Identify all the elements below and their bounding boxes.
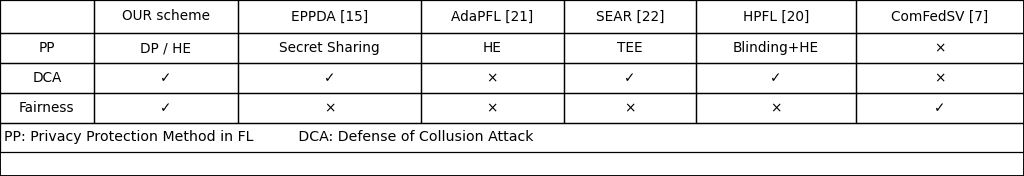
Text: HE: HE bbox=[483, 41, 502, 55]
Bar bbox=[696, 33, 856, 63]
Bar bbox=[94, 63, 239, 93]
Text: ✓: ✓ bbox=[324, 71, 335, 85]
Bar bbox=[564, 93, 696, 123]
Bar bbox=[696, 0, 856, 33]
Text: Fairness: Fairness bbox=[19, 101, 75, 115]
Bar bbox=[239, 33, 421, 63]
Text: EPPDA [15]: EPPDA [15] bbox=[291, 10, 368, 24]
Text: Secret Sharing: Secret Sharing bbox=[280, 41, 380, 55]
Text: ✓: ✓ bbox=[935, 101, 946, 115]
Text: Blinding+HE: Blinding+HE bbox=[733, 41, 819, 55]
Bar bbox=[856, 93, 1024, 123]
Bar bbox=[421, 33, 564, 63]
Bar bbox=[696, 63, 856, 93]
Bar bbox=[856, 0, 1024, 33]
Bar bbox=[0, 123, 1024, 152]
Bar bbox=[239, 93, 421, 123]
Bar bbox=[0, 93, 94, 123]
Text: ✓: ✓ bbox=[770, 71, 781, 85]
Bar bbox=[421, 63, 564, 93]
Text: PP: Privacy Protection Method in FL          DCA: Defense of Collusion Attack: PP: Privacy Protection Method in FL DCA:… bbox=[4, 130, 534, 144]
Text: ×: × bbox=[486, 101, 498, 115]
Bar bbox=[856, 63, 1024, 93]
Text: ×: × bbox=[935, 71, 946, 85]
Text: ✓: ✓ bbox=[160, 71, 172, 85]
Bar bbox=[421, 93, 564, 123]
Text: ComFedSV [7]: ComFedSV [7] bbox=[892, 10, 989, 24]
Bar bbox=[421, 0, 564, 33]
Bar bbox=[94, 33, 239, 63]
Bar bbox=[239, 0, 421, 33]
Text: TEE: TEE bbox=[617, 41, 643, 55]
Bar bbox=[856, 33, 1024, 63]
Text: ×: × bbox=[625, 101, 636, 115]
Bar bbox=[239, 63, 421, 93]
Bar bbox=[94, 93, 239, 123]
Text: HPFL [20]: HPFL [20] bbox=[742, 10, 809, 24]
Bar bbox=[564, 33, 696, 63]
Text: SEAR [22]: SEAR [22] bbox=[596, 10, 665, 24]
Text: AdaPFL [21]: AdaPFL [21] bbox=[452, 10, 534, 24]
Bar bbox=[564, 63, 696, 93]
Text: ×: × bbox=[324, 101, 335, 115]
Text: PP: PP bbox=[39, 41, 55, 55]
Bar bbox=[696, 93, 856, 123]
Text: OUR scheme: OUR scheme bbox=[122, 10, 210, 24]
Text: ×: × bbox=[935, 41, 946, 55]
Bar bbox=[0, 63, 94, 93]
Text: DCA: DCA bbox=[32, 71, 61, 85]
Text: ×: × bbox=[770, 101, 781, 115]
Bar bbox=[94, 0, 239, 33]
Text: ×: × bbox=[486, 71, 498, 85]
Text: ✓: ✓ bbox=[160, 101, 172, 115]
Bar bbox=[0, 0, 94, 33]
Bar bbox=[0, 33, 94, 63]
Text: ✓: ✓ bbox=[625, 71, 636, 85]
Text: DP / HE: DP / HE bbox=[140, 41, 191, 55]
Bar bbox=[564, 0, 696, 33]
